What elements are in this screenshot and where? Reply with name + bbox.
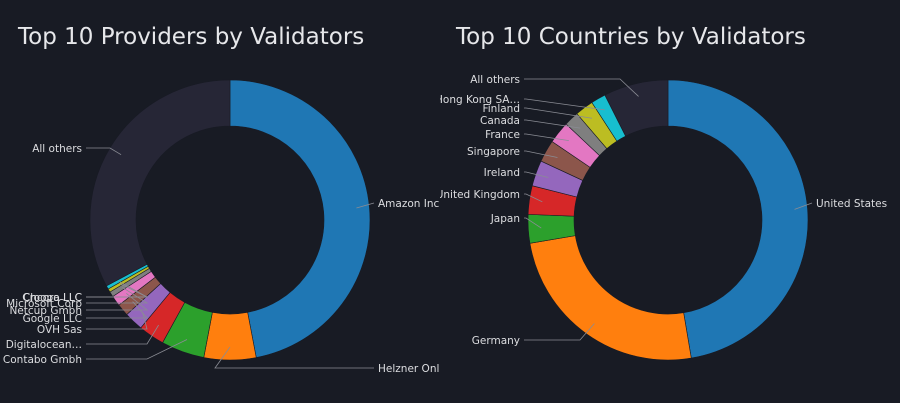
slice-label: Digitalocean… xyxy=(6,339,82,351)
leader-line xyxy=(356,202,375,209)
slice-label: Amazon Inc xyxy=(378,198,440,210)
slice-label: All others xyxy=(32,143,82,155)
slice-label: Helzner Onli… xyxy=(378,363,440,375)
countries-chart-panel: Top 10 Countries by Validators United St… xyxy=(440,0,900,403)
leader-line xyxy=(524,98,605,111)
slice-label: Germany xyxy=(472,335,520,347)
leader-line xyxy=(524,107,593,119)
chart-title: Top 10 Countries by Validators xyxy=(456,24,806,50)
donut-slice[interactable] xyxy=(229,79,371,358)
leader-line xyxy=(524,323,595,341)
countries-donut-chart: United States Germany Japan United Kingdom I… xyxy=(440,74,887,361)
leader-line xyxy=(86,339,188,360)
slice-label: Microsoft Corp xyxy=(6,298,82,310)
slice-label: Ireland xyxy=(484,167,520,179)
slice-label: Croopa LLC xyxy=(22,292,82,304)
slice-label: All others xyxy=(470,74,520,86)
leader-line xyxy=(86,147,122,156)
donut-slice[interactable] xyxy=(604,79,669,137)
slice-label: United States xyxy=(816,198,887,210)
leader-line xyxy=(794,202,813,210)
donut-slice[interactable] xyxy=(667,79,809,359)
leader-line xyxy=(524,78,639,97)
slice-label: OVH Sas xyxy=(37,324,82,336)
providers-donut-chart: Amazon Inc Helzner Onli… Contabo Gmbh Digit… xyxy=(3,79,440,375)
slice-label: France xyxy=(485,129,520,141)
donut-slice[interactable] xyxy=(89,79,231,287)
slice-label: Singapore xyxy=(467,146,520,158)
slice-label: Chcoro LLC xyxy=(23,292,82,304)
leader-line xyxy=(86,324,159,345)
slice-label: Google LLC xyxy=(23,313,82,325)
slice-label: United Kingdom xyxy=(440,189,520,201)
leader-line xyxy=(86,280,149,298)
leader-line xyxy=(524,217,542,229)
leader-line xyxy=(86,287,149,304)
leader-line xyxy=(524,133,569,142)
slice-label: Canada xyxy=(480,115,520,127)
slice-label: Hong Kong SA… xyxy=(440,94,520,106)
slice-label: Finland xyxy=(482,103,520,115)
leader-line xyxy=(214,346,374,369)
leader-line xyxy=(524,119,581,129)
donut-slice[interactable] xyxy=(529,235,692,361)
leader-line xyxy=(524,171,549,178)
leader-line xyxy=(86,301,148,319)
donut-slice[interactable] xyxy=(203,311,257,361)
leader-line xyxy=(524,150,558,158)
providers-chart-panel: Top 10 Providers by Validators Amazon In… xyxy=(0,0,440,403)
slice-label: Contabo Gmbh xyxy=(3,354,82,366)
leader-line xyxy=(86,293,149,311)
slice-label: Japan xyxy=(490,213,520,225)
chart-title: Top 10 Providers by Validators xyxy=(18,24,365,50)
slice-label: Netcup Gmbh xyxy=(9,305,82,317)
leader-line xyxy=(524,193,543,203)
